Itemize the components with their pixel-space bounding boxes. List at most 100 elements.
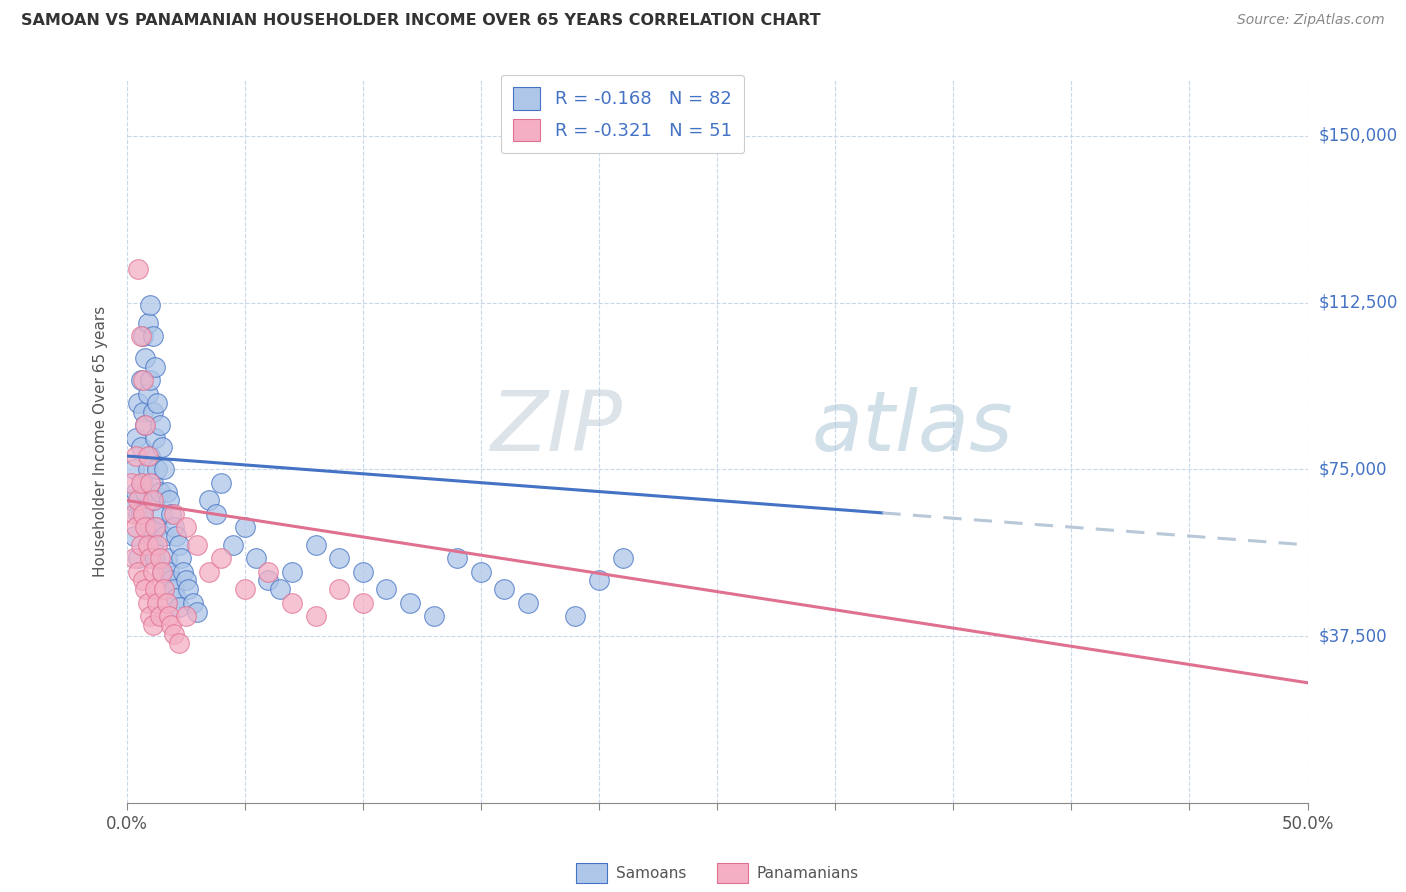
- Point: [143, 520, 166, 534]
- Point: [245, 551, 267, 566]
- Point: [167, 600, 190, 615]
- Point: [156, 596, 179, 610]
- Point: [141, 329, 163, 343]
- Point: [153, 529, 176, 543]
- Text: Samoans: Samoans: [616, 866, 686, 880]
- Point: [143, 493, 166, 508]
- Point: [127, 395, 149, 409]
- Point: [160, 507, 183, 521]
- Point: [143, 431, 166, 445]
- Point: [120, 493, 142, 508]
- Point: [125, 484, 148, 499]
- Text: $150,000: $150,000: [1319, 127, 1398, 145]
- Point: [174, 520, 197, 534]
- Point: [163, 582, 186, 597]
- Point: [588, 574, 610, 588]
- Text: atlas: atlas: [811, 386, 1014, 467]
- Text: Source: ZipAtlas.com: Source: ZipAtlas.com: [1237, 13, 1385, 28]
- Point: [157, 493, 180, 508]
- Point: [139, 551, 162, 566]
- Point: [129, 475, 152, 490]
- Point: [129, 538, 152, 552]
- Point: [136, 386, 159, 401]
- Point: [198, 565, 221, 579]
- Point: [352, 596, 374, 610]
- Point: [399, 596, 422, 610]
- Point: [157, 609, 180, 624]
- Point: [257, 574, 280, 588]
- Point: [122, 551, 145, 566]
- Point: [153, 462, 176, 476]
- Point: [146, 538, 169, 552]
- Text: $112,500: $112,500: [1319, 293, 1398, 311]
- Point: [120, 475, 142, 490]
- Legend: R = -0.168   N = 82, R = -0.321   N = 51: R = -0.168 N = 82, R = -0.321 N = 51: [501, 75, 745, 153]
- Point: [160, 618, 183, 632]
- Point: [141, 538, 163, 552]
- Point: [517, 596, 540, 610]
- Point: [129, 440, 152, 454]
- Point: [149, 609, 172, 624]
- Point: [139, 373, 162, 387]
- Point: [136, 462, 159, 476]
- Point: [257, 565, 280, 579]
- Point: [141, 618, 163, 632]
- Point: [125, 520, 148, 534]
- Point: [181, 596, 204, 610]
- Point: [177, 582, 200, 597]
- Point: [174, 609, 197, 624]
- Point: [304, 538, 326, 552]
- Point: [125, 449, 148, 463]
- Point: [132, 507, 155, 521]
- Point: [150, 507, 173, 521]
- Point: [186, 538, 208, 552]
- Text: Panamanians: Panamanians: [756, 866, 859, 880]
- Point: [139, 520, 162, 534]
- Point: [134, 351, 156, 366]
- Point: [209, 475, 232, 490]
- Point: [564, 609, 586, 624]
- Point: [174, 574, 197, 588]
- Point: [136, 449, 159, 463]
- Point: [139, 609, 162, 624]
- Point: [143, 582, 166, 597]
- Point: [136, 596, 159, 610]
- Point: [132, 373, 155, 387]
- Point: [281, 565, 304, 579]
- Point: [375, 582, 398, 597]
- Point: [136, 538, 159, 552]
- Text: $37,500: $37,500: [1319, 627, 1388, 645]
- Point: [328, 551, 350, 566]
- Point: [129, 507, 152, 521]
- Point: [127, 493, 149, 508]
- Point: [132, 475, 155, 490]
- Point: [132, 574, 155, 588]
- Point: [149, 551, 172, 566]
- Point: [134, 484, 156, 499]
- Point: [612, 551, 634, 566]
- Point: [122, 507, 145, 521]
- Point: [163, 627, 186, 641]
- Point: [150, 440, 173, 454]
- Point: [132, 329, 155, 343]
- Point: [127, 565, 149, 579]
- Point: [233, 582, 256, 597]
- Point: [150, 565, 173, 579]
- Point: [157, 565, 180, 579]
- Point: [141, 493, 163, 508]
- Point: [304, 609, 326, 624]
- Point: [494, 582, 516, 597]
- Point: [149, 417, 172, 432]
- Point: [129, 373, 152, 387]
- Point: [149, 484, 172, 499]
- Point: [141, 475, 163, 490]
- Point: [134, 417, 156, 432]
- Point: [122, 529, 145, 543]
- Point: [146, 462, 169, 476]
- Point: [146, 520, 169, 534]
- Point: [352, 565, 374, 579]
- Point: [141, 404, 163, 418]
- Point: [156, 551, 179, 566]
- Point: [143, 360, 166, 375]
- Point: [129, 329, 152, 343]
